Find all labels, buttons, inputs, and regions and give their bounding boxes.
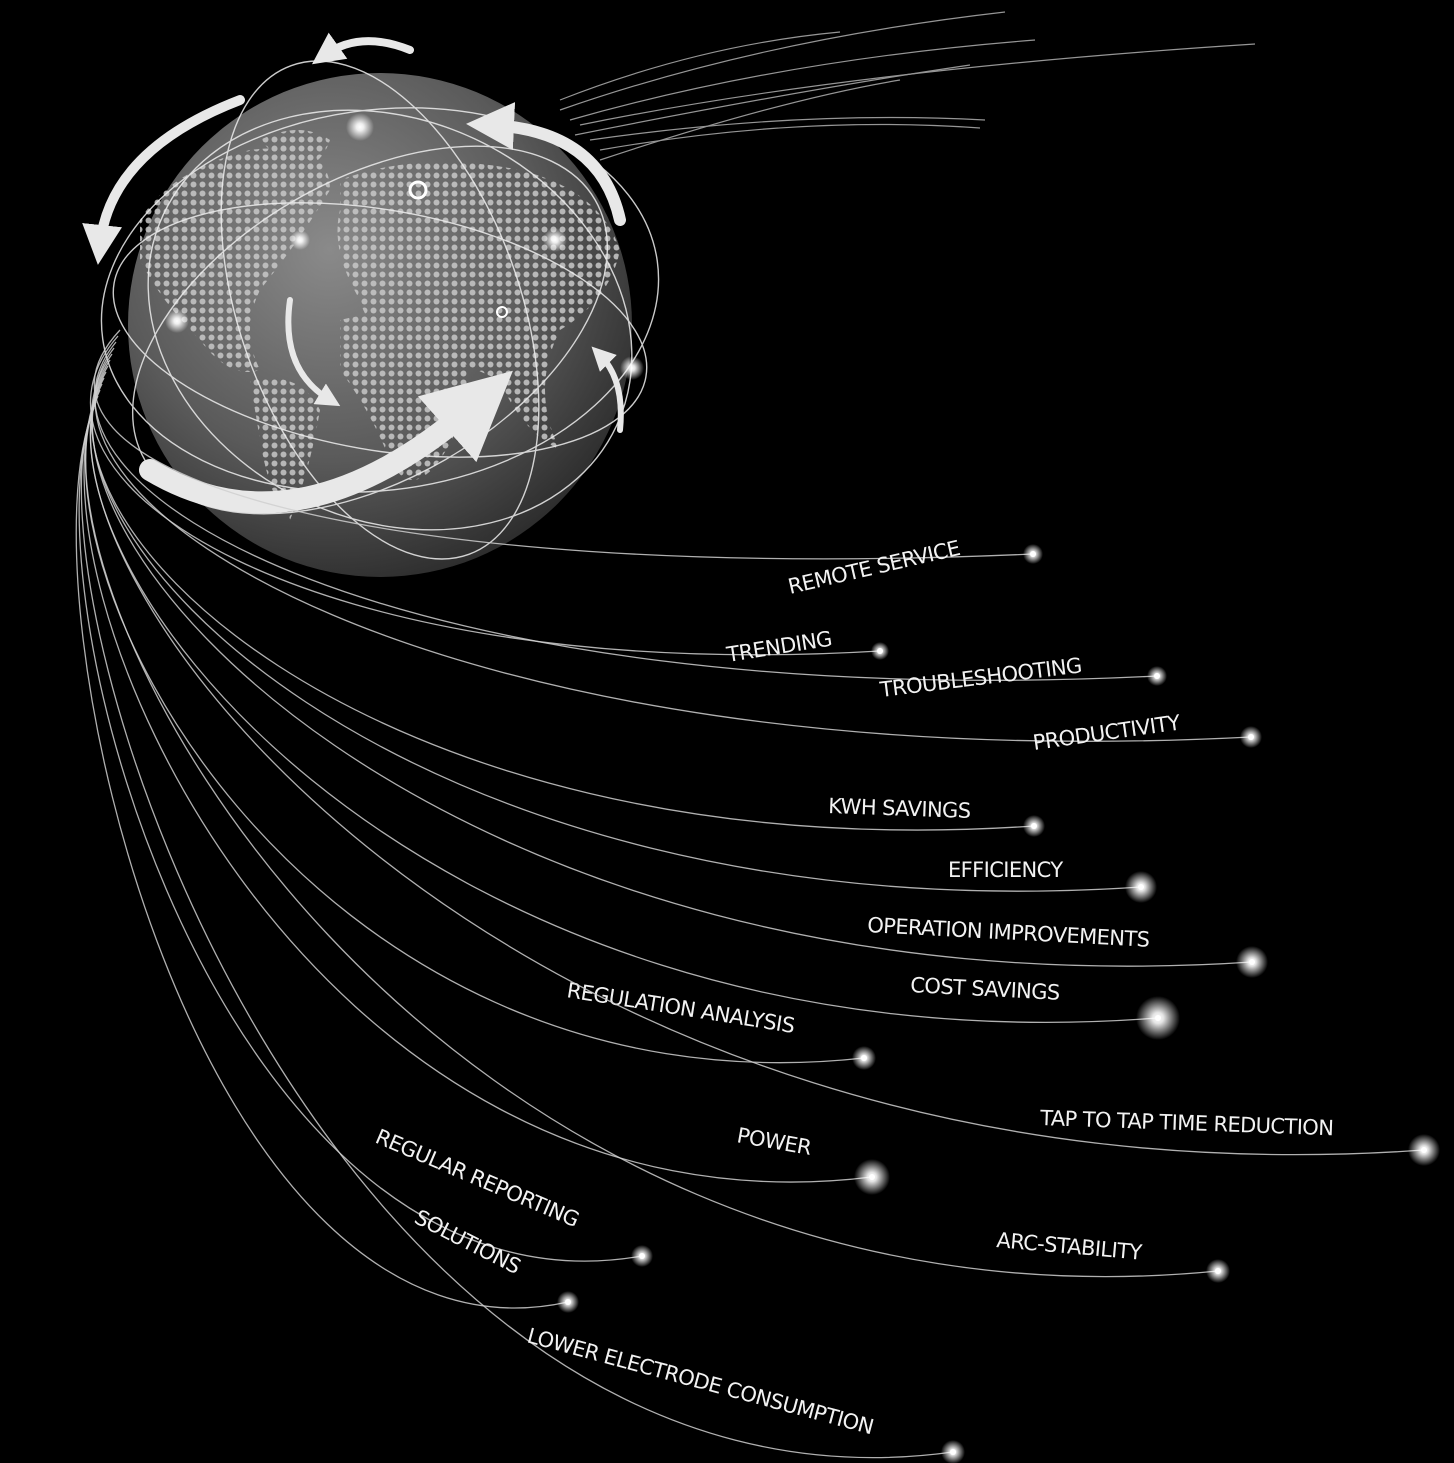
- fiber-dot: [877, 648, 883, 654]
- fiber-dot: [1215, 1268, 1221, 1274]
- fiber-label: EFFICIENCY: [948, 858, 1063, 882]
- arrows: [82, 32, 626, 514]
- fiber-dot: [950, 1449, 956, 1455]
- fiber-line: [80, 413, 954, 1459]
- fiber-line: [91, 365, 1253, 967]
- fibers-top: [559, 11, 1256, 161]
- fiber-dot: [1030, 551, 1036, 557]
- fiber-line: [90, 383, 1425, 1156]
- fiber-line: [94, 347, 1252, 742]
- fiber-line: [83, 389, 873, 1183]
- fiber-line: [94, 341, 1158, 681]
- fiber-line: [89, 335, 881, 656]
- fiber-dot: [639, 1253, 645, 1259]
- fiber-dot: [1248, 734, 1254, 740]
- fiber-dot: [1154, 673, 1160, 679]
- fiber-dot: [1138, 884, 1144, 890]
- fiber-dot: [1421, 1147, 1427, 1153]
- fiber-label: KWH SAVINGS: [828, 794, 971, 823]
- fiber-dot: [565, 1299, 571, 1305]
- fiber-dot: [869, 1174, 875, 1180]
- hotspots: [165, 113, 644, 380]
- fiber-dot: [861, 1055, 867, 1061]
- fiber-dot: [1155, 1015, 1161, 1021]
- globe: [82, 32, 660, 577]
- fiber-dot: [1031, 823, 1037, 829]
- fiber-line: [78, 395, 643, 1262]
- fiber-line: [75, 407, 569, 1309]
- fiber-line: [85, 401, 1219, 1278]
- fiber-dot: [1249, 959, 1255, 965]
